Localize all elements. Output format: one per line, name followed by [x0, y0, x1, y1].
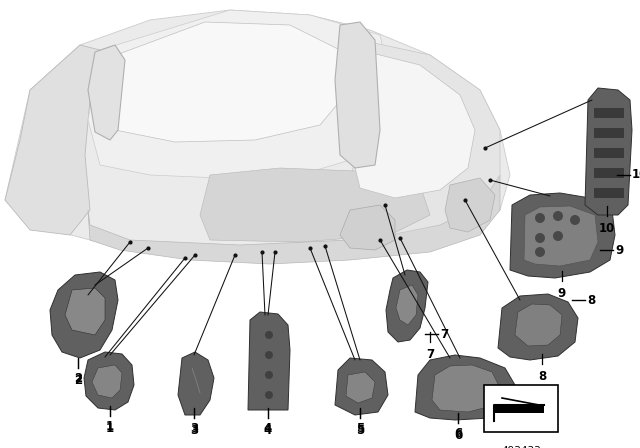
- Polygon shape: [510, 193, 615, 278]
- Text: 4: 4: [264, 422, 272, 435]
- Text: 1: 1: [106, 422, 114, 435]
- Text: 6: 6: [454, 429, 462, 442]
- Bar: [594, 148, 624, 158]
- Text: 5: 5: [356, 422, 364, 435]
- Text: 5: 5: [356, 424, 364, 437]
- Text: 6: 6: [454, 427, 462, 440]
- Polygon shape: [50, 272, 118, 358]
- Polygon shape: [585, 88, 632, 215]
- Polygon shape: [445, 178, 495, 232]
- Polygon shape: [5, 45, 100, 235]
- Polygon shape: [346, 372, 375, 403]
- Circle shape: [570, 215, 580, 225]
- Circle shape: [553, 211, 563, 221]
- Polygon shape: [88, 10, 390, 178]
- Circle shape: [265, 351, 273, 359]
- Text: 9: 9: [615, 244, 623, 257]
- Polygon shape: [92, 365, 122, 398]
- Circle shape: [553, 231, 563, 241]
- Polygon shape: [415, 355, 515, 420]
- Polygon shape: [396, 285, 418, 325]
- Text: 8: 8: [538, 370, 546, 383]
- Polygon shape: [524, 206, 598, 266]
- Bar: [494, 405, 544, 413]
- Text: 3: 3: [190, 422, 198, 435]
- Text: 8: 8: [587, 293, 595, 306]
- Bar: [594, 188, 624, 198]
- Polygon shape: [5, 10, 510, 262]
- Polygon shape: [88, 175, 500, 264]
- Bar: [594, 168, 624, 178]
- Text: 7: 7: [440, 327, 448, 340]
- Polygon shape: [65, 288, 105, 335]
- Text: 4: 4: [264, 424, 272, 437]
- Polygon shape: [84, 352, 134, 410]
- Bar: [594, 108, 624, 118]
- Text: 10: 10: [599, 222, 615, 235]
- Circle shape: [535, 213, 545, 223]
- Circle shape: [265, 371, 273, 379]
- Text: 9: 9: [558, 287, 566, 300]
- Text: 10: 10: [632, 168, 640, 181]
- Bar: [484, 385, 558, 432]
- Polygon shape: [386, 270, 428, 342]
- Circle shape: [535, 233, 545, 243]
- Polygon shape: [432, 365, 500, 412]
- Polygon shape: [248, 312, 290, 410]
- Text: 2: 2: [74, 374, 82, 387]
- Polygon shape: [88, 45, 125, 140]
- Text: 3: 3: [190, 424, 198, 437]
- Polygon shape: [178, 352, 214, 415]
- Polygon shape: [515, 304, 562, 346]
- Text: 1: 1: [106, 420, 114, 433]
- Polygon shape: [335, 358, 388, 415]
- Circle shape: [265, 331, 273, 339]
- Polygon shape: [335, 22, 380, 168]
- Polygon shape: [100, 22, 345, 142]
- Polygon shape: [352, 52, 475, 198]
- Text: 7: 7: [426, 348, 434, 361]
- Polygon shape: [200, 168, 430, 242]
- Bar: [594, 128, 624, 138]
- Polygon shape: [345, 40, 500, 238]
- Text: 2: 2: [74, 372, 82, 385]
- Circle shape: [265, 391, 273, 399]
- Polygon shape: [498, 294, 578, 360]
- Text: 493433: 493433: [501, 446, 541, 448]
- Polygon shape: [340, 205, 395, 250]
- Circle shape: [535, 247, 545, 257]
